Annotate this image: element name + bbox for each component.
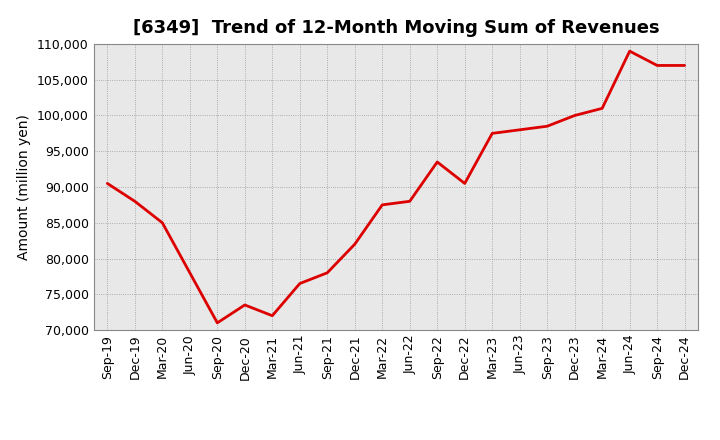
Title: [6349]  Trend of 12-Month Moving Sum of Revenues: [6349] Trend of 12-Month Moving Sum of R… <box>132 19 660 37</box>
Y-axis label: Amount (million yen): Amount (million yen) <box>17 114 31 260</box>
